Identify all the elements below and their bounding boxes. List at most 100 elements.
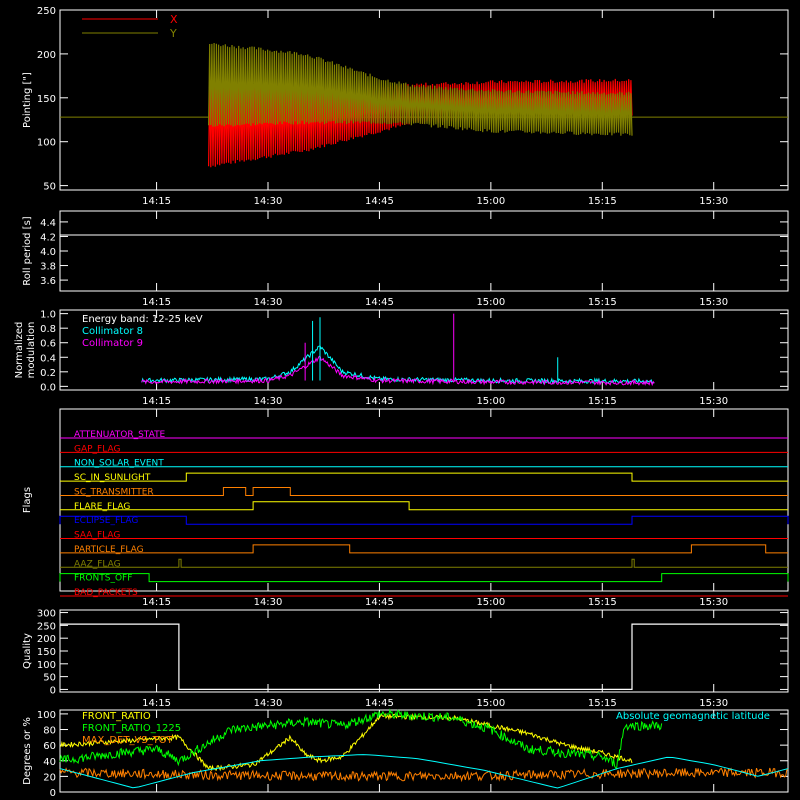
legend-label: FRONT_RATIO	[82, 711, 151, 722]
y-tick-label: 0.6	[40, 339, 56, 350]
plot-frame	[59, 9, 789, 191]
x-tick-label: 15:15	[588, 297, 617, 308]
legend-label: Collimator 8	[82, 326, 143, 337]
y-tick-label: 100	[37, 660, 56, 671]
x-tick-label: 15:00	[476, 597, 505, 608]
legend-label: MAX_DET_VS_TOT	[82, 735, 174, 746]
flag-fronts-off-line	[59, 573, 789, 583]
y-tick-label: 250	[37, 6, 56, 17]
x-tick-label: 15:00	[476, 196, 505, 207]
plot-frame	[59, 309, 789, 391]
x-tick-label: 14:30	[254, 396, 283, 407]
x-tick-label: 14:45	[365, 396, 394, 407]
panel-5: 14:15 14:30 14:45 15:00 15:15 15:30 050 100 150 2…	[22, 609, 789, 709]
x-tick-label: 15:30	[699, 396, 728, 407]
x-tick-label: 15:15	[588, 698, 617, 709]
y-tick-label: 3.8	[40, 262, 56, 273]
y-axis-label: Roll period [s]	[22, 216, 33, 285]
x-tick-label: 15:30	[699, 297, 728, 308]
y-tick-label: 200	[37, 634, 56, 645]
y-tick-label: 3.6	[40, 276, 56, 287]
y-axis-label: Normalized	[14, 322, 25, 379]
y-tick-label: 250	[37, 621, 56, 632]
x-tick-label: 14:15	[142, 297, 171, 308]
flag-label: GAP_FLAG	[74, 444, 120, 454]
flag-label: SC_TRANSMITTER	[74, 487, 154, 497]
x-tick-label: 15:00	[476, 698, 505, 709]
y-tick-label: 0	[50, 788, 56, 799]
y-tick-label: 150	[37, 94, 56, 105]
series-y-line	[208, 42, 633, 136]
x-tick-label: 15:15	[588, 196, 617, 207]
y-tick-label: 40	[43, 757, 56, 768]
legend-label: X	[170, 13, 178, 26]
flag-label: ATTENUATOR_STATE	[74, 430, 166, 440]
y-tick-label: 0.4	[40, 353, 56, 364]
series-front-ratio-1225-line	[59, 708, 663, 770]
series-absolute-geomagnetic-latitude-line	[59, 754, 789, 789]
legend-label: FRONT_RATIO_1225	[82, 723, 181, 734]
x-tick-label: 15:30	[699, 597, 728, 608]
panel-4: 14:15 14:30 14:45 15:00 15:15 15:30 Flags ATTEN…	[22, 408, 789, 608]
x-tick-label: 14:30	[254, 597, 283, 608]
x-tick-label: 14:45	[365, 597, 394, 608]
y-tick-label: 100	[37, 710, 56, 721]
x-tick-label: 14:45	[365, 196, 394, 207]
legend-label: Energy band: 12-25 keV	[82, 314, 203, 325]
flag-flare-flag-line	[60, 501, 788, 511]
series-collimator-9-line	[141, 355, 655, 387]
x-tick-label: 14:15	[142, 196, 171, 207]
panel-1: 14:15 14:30 14:45 15:00 15:15 15:30 50 100 150 20…	[22, 6, 789, 207]
flag-label: AAZ_FLAG	[74, 559, 121, 569]
y-tick-label: 4.0	[40, 247, 56, 258]
y-tick-label: 300	[37, 609, 56, 620]
y-tick-label: 50	[43, 673, 56, 684]
y-tick-label: 4.2	[40, 232, 56, 243]
x-tick-label: 14:15	[142, 698, 171, 709]
x-tick-label: 15:00	[476, 396, 505, 407]
x-tick-label: 15:15	[588, 597, 617, 608]
series-front-ratio-line	[60, 712, 633, 772]
geomagnetic-latitude-label: Absolute geomagnetic latitude	[616, 711, 770, 722]
x-tick-label: 14:30	[254, 297, 283, 308]
x-tick-label: 14:30	[254, 698, 283, 709]
y-tick-label: 1.0	[40, 310, 56, 321]
series-collimator-8-line	[141, 345, 655, 385]
y-tick-label: 200	[37, 50, 56, 61]
y-tick-label: 60	[43, 741, 56, 752]
y-axis-label: Quality	[22, 633, 33, 669]
x-tick-label: 14:45	[365, 297, 394, 308]
quality-line	[60, 623, 788, 691]
flag-eclipse-flag-line	[59, 515, 789, 525]
legend-label: Y	[169, 27, 177, 40]
flag-label: FRONTS_OFF	[74, 574, 132, 584]
flag-sc-transmitter-line	[60, 487, 788, 496]
x-tick-label: 14:45	[365, 698, 394, 709]
panel-2: 14:15 14:30 14:45 15:00 15:15 15:30 3.6 3.8 4.0 4…	[22, 210, 789, 308]
y-tick-label: 0.2	[40, 368, 56, 379]
x-tick-label: 14:15	[142, 396, 171, 407]
x-tick-label: 14:15	[142, 597, 171, 608]
panel-3: 14:15 14:30 14:45 15:00 15:15 15:30 0.0 0.2 0.4 0…	[14, 309, 789, 407]
x-tick-label: 15:15	[588, 396, 617, 407]
y-tick-label: 0.8	[40, 324, 56, 335]
y-tick-label: 80	[43, 726, 56, 737]
flag-aaz-flag-line	[60, 558, 788, 568]
flag-particle-flag-line	[60, 544, 788, 554]
plot-frame	[59, 408, 789, 592]
y-tick-label: 150	[37, 647, 56, 658]
y-axis-label: Pointing ["]	[22, 72, 33, 128]
flag-label: ECLIPSE_FLAG	[74, 516, 138, 526]
y-tick-label: 0	[50, 685, 56, 696]
y-tick-label: 4.4	[40, 218, 56, 229]
y-axis-label: Flags	[22, 487, 33, 513]
y-tick-label: 50	[43, 182, 56, 193]
legend-label: Collimator 9	[82, 338, 143, 349]
flag-label: SAA_FLAG	[74, 531, 120, 541]
y-axis-label: modulation	[26, 322, 37, 379]
y-tick-label: 100	[37, 138, 56, 149]
x-tick-label: 15:00	[476, 297, 505, 308]
flag-sc-in-sunlight-line	[60, 472, 788, 482]
y-tick-label: 20	[43, 772, 56, 783]
